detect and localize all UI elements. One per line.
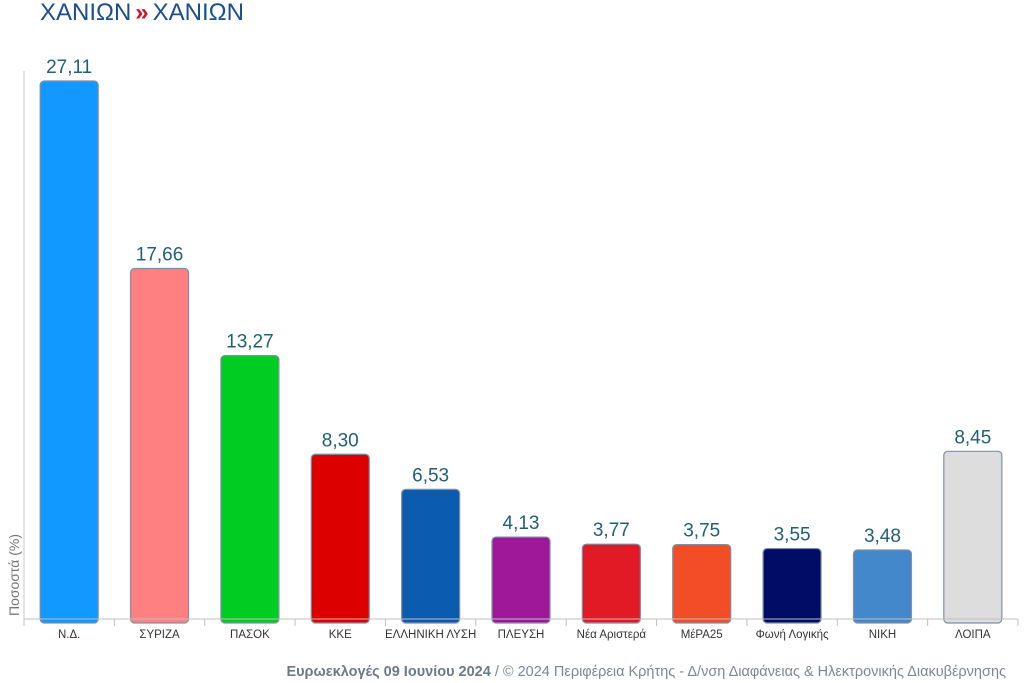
bar-10 <box>943 450 1003 624</box>
x-tick-label-7: ΜέΡΑ25 <box>681 629 723 641</box>
bar-value-label-1: 17,66 <box>136 245 184 266</box>
bar-0 <box>39 80 99 624</box>
region-name: ΧΑΝΙΩΝ <box>40 0 132 26</box>
footer: Ευρωεκλογές 09 Ιουνίου 2024 / © 2024 Περ… <box>286 664 1006 680</box>
bar-value-label-7: 3,75 <box>683 521 720 542</box>
x-tick-label-6: Νέα Αριστερά <box>577 629 647 641</box>
bar-1 <box>129 267 190 624</box>
x-tick-label-8: Φωνή Λογικής <box>756 629 829 641</box>
page-title: ΧΑΝΙΩΝ» ΧΑΝΙΩΝ <box>40 0 244 26</box>
footer-election: Ευρωεκλογές 09 Ιουνίου 2024 <box>286 664 491 680</box>
bar-value-label-0: 27,11 <box>46 57 92 78</box>
footer-credit: / © 2024 Περιφέρεια Κρήτης - Δ/νση Διαφά… <box>490 664 1006 680</box>
bar-5 <box>491 536 551 624</box>
bar-8 <box>762 547 822 624</box>
bar-6 <box>581 543 641 624</box>
x-tick-label-5: ΠΛΕΥΣΗ <box>498 629 545 641</box>
x-tick-label-3: ΚΚΕ <box>329 629 352 641</box>
bar-value-label-8: 3,55 <box>774 525 811 546</box>
bar-4 <box>401 488 461 624</box>
x-tick-label-4: ΕΛΛΗΝΙΚΗ ΛΥΣΗ <box>385 629 476 641</box>
x-tick-label-0: Ν.Δ. <box>58 629 80 641</box>
bar-9 <box>852 549 913 624</box>
bar-3 <box>310 453 370 624</box>
x-tick-label-2: ΠΑΣΟΚ <box>230 629 270 641</box>
bar-value-label-4: 6,53 <box>412 465 449 486</box>
bar-value-label-9: 3,48 <box>864 526 901 547</box>
subregion-name: ΧΑΝΙΩΝ <box>152 0 244 26</box>
x-tick-label-1: ΣΥΡΙΖΑ <box>139 629 180 641</box>
bar-value-label-2: 13,27 <box>226 332 274 353</box>
breadcrumb-separator: » <box>135 0 149 26</box>
bar-2 <box>220 355 280 624</box>
bar-7 <box>672 543 732 624</box>
bar-value-label-5: 4,13 <box>503 513 540 534</box>
bar-value-label-10: 8,45 <box>954 427 991 448</box>
x-tick-label-9: ΝΙΚΗ <box>869 629 896 641</box>
bar-value-label-3: 8,30 <box>322 430 359 451</box>
x-tick-label-10: ΛΟΙΠΑ <box>955 629 991 641</box>
bar-value-label-6: 3,77 <box>593 520 630 541</box>
